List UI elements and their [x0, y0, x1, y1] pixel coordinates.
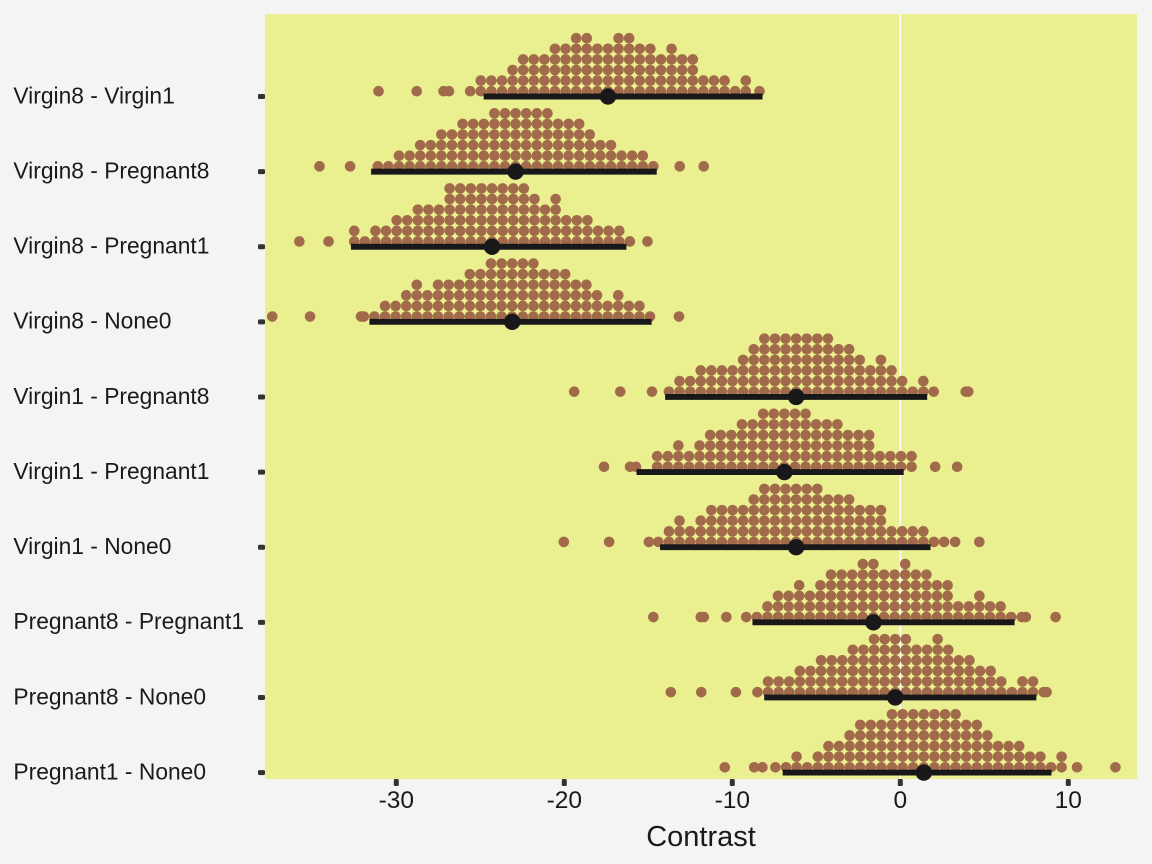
svg-text:Virgin8 - None0: Virgin8 - None0: [13, 308, 171, 334]
svg-text:-30: -30: [379, 787, 414, 814]
svg-text:-10: -10: [715, 787, 750, 814]
svg-text:Pregnant8 - Pregnant1: Pregnant8 - Pregnant1: [13, 608, 244, 634]
svg-text:Pregnant8 - None0: Pregnant8 - None0: [13, 683, 206, 709]
svg-text:Virgin8 - Virgin1: Virgin8 - Virgin1: [13, 82, 174, 108]
svg-text:Virgin1 - Pregnant1: Virgin1 - Pregnant1: [13, 458, 209, 484]
svg-text:Contrast: Contrast: [646, 821, 756, 853]
svg-text:Virgin8 - Pregnant1: Virgin8 - Pregnant1: [13, 233, 209, 259]
svg-text:Virgin1 - None0: Virgin1 - None0: [13, 533, 171, 559]
svg-text:-20: -20: [547, 787, 582, 814]
svg-text:0: 0: [893, 787, 907, 814]
svg-text:Virgin1 - Pregnant8: Virgin1 - Pregnant8: [13, 383, 209, 409]
svg-text:Virgin8 - Pregnant8: Virgin8 - Pregnant8: [13, 157, 209, 183]
svg-text:Pregnant1 - None0: Pregnant1 - None0: [13, 758, 206, 784]
svg-text:10: 10: [1055, 787, 1082, 814]
